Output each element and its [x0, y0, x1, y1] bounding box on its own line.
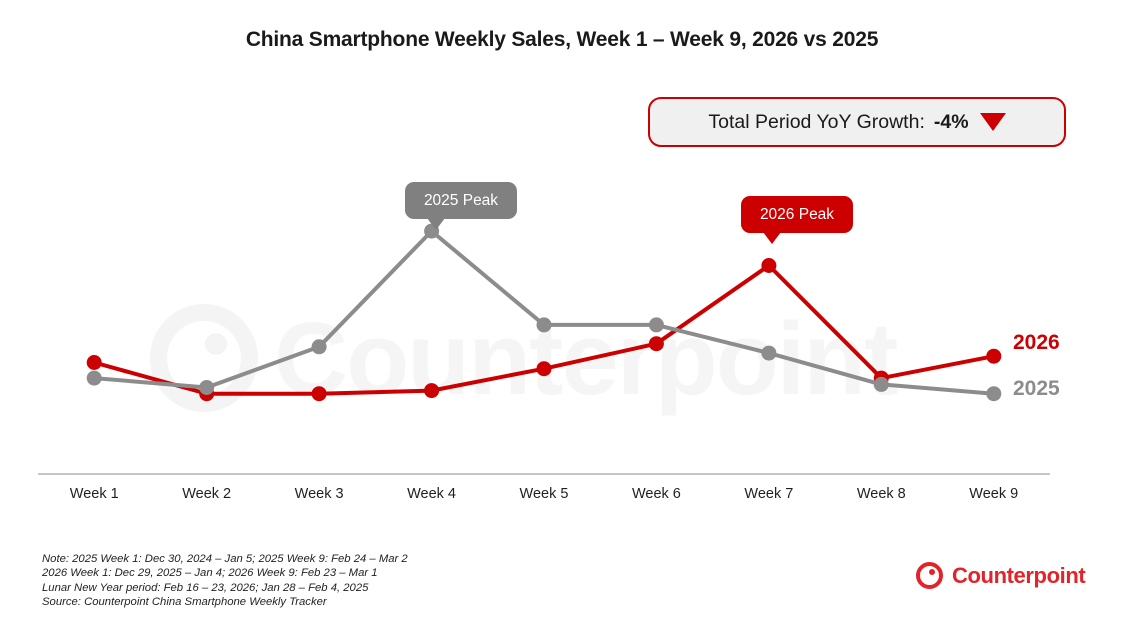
- data-point-2026-week-1: [86, 355, 102, 370]
- footnote-line: Source: Counterpoint China Smartphone We…: [42, 596, 327, 609]
- footnote-line: 2026 Week 1: Dec 29, 2025 – Jan 4; 2026 …: [42, 567, 378, 580]
- x-tick-week-6: Week 6: [631, 486, 681, 502]
- callout-2025-peak-label: 2025 Peak: [423, 191, 499, 209]
- x-tick-week-4: Week 4: [407, 486, 456, 502]
- data-point-2026-week-3: [311, 386, 327, 402]
- x-tick-week-1: Week 1: [69, 486, 119, 502]
- footnote-line: Lunar New Year period: Feb 16 – 23, 2026…: [42, 581, 369, 594]
- series-label-2026: 2026: [1013, 331, 1060, 354]
- data-point-2025-week-9: [986, 386, 1002, 402]
- series-2026: [86, 258, 1002, 402]
- data-point-2025-week-1: [86, 370, 102, 386]
- yoy-growth-badge: Total Period YoY Growth: -4%: [648, 97, 1066, 147]
- x-tick-week-5: Week 5: [519, 486, 569, 502]
- callout-2026-peak-label: 2026 Peak: [759, 205, 835, 223]
- footnotes: Note: 2025 Week 1: Dec 30, 2024 – Jan 5;…: [42, 552, 408, 610]
- counterpoint-circle-icon: [916, 562, 943, 589]
- callout-2025-peak: 2025 Peak: [405, 182, 517, 230]
- series-label-2025: 2025: [1013, 377, 1060, 400]
- counterpoint-logo-text: Counterpoint: [952, 562, 1086, 588]
- footnote-line: Note: 2025 Week 1: Dec 30, 2024 – Jan 5;…: [42, 553, 408, 565]
- yoy-growth-label: Total Period YoY Growth:: [708, 110, 925, 133]
- x-tick-week-2: Week 2: [182, 486, 232, 502]
- data-point-2026-week-5: [536, 361, 552, 377]
- x-axis-tick-labels: Week 1 Week 2 Week 3 Week 4 Week 5 Week …: [38, 486, 1050, 502]
- data-point-2025-week-5: [536, 317, 552, 333]
- data-point-2025-week-6: [648, 317, 664, 333]
- data-point-2026-week-6: [648, 336, 664, 352]
- callout-2026-peak: 2026 Peak: [741, 196, 853, 244]
- counterpoint-logo: Counterpoint: [916, 562, 1086, 589]
- x-tick-week-9: Week 9: [969, 486, 1019, 502]
- data-point-2026-week-4: [424, 383, 440, 399]
- page-title: China Smartphone Weekly Sales, Week 1 – …: [245, 28, 879, 51]
- data-point-2026-week-9: [986, 348, 1002, 364]
- data-point-2026-week-7: [761, 258, 777, 273]
- data-point-2025-week-8: [873, 376, 889, 392]
- x-tick-week-3: Week 3: [294, 486, 344, 502]
- data-point-2025-week-7: [761, 345, 777, 361]
- x-tick-week-8: Week 8: [856, 486, 906, 502]
- yoy-growth-value: -4%: [933, 110, 969, 133]
- x-tick-week-7: Week 7: [744, 486, 794, 502]
- data-point-2025-week-3: [311, 339, 327, 355]
- triangle-down-icon: [979, 113, 1006, 131]
- data-point-2025-week-2: [199, 380, 215, 395]
